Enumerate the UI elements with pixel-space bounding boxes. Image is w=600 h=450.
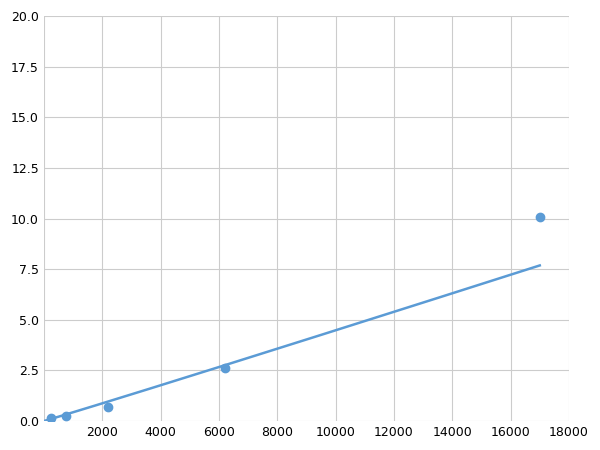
Point <box>103 403 113 410</box>
Point <box>535 213 545 220</box>
Point <box>220 365 230 372</box>
Point <box>46 414 56 422</box>
Point <box>61 412 71 419</box>
